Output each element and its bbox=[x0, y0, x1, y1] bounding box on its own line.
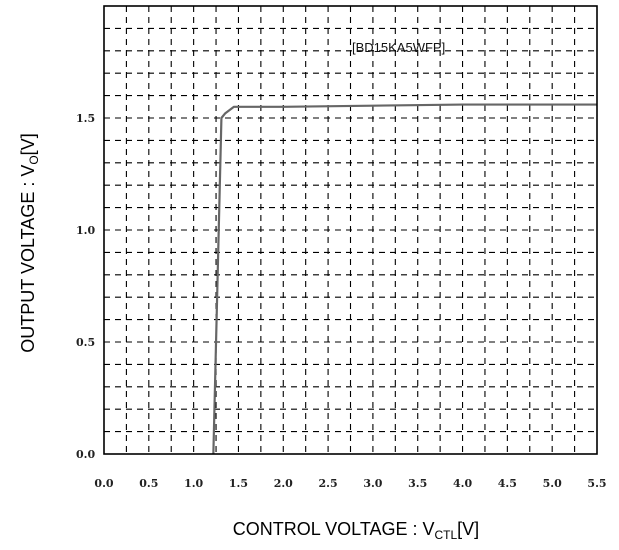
x-tick-label: 2.5 bbox=[319, 477, 338, 490]
x-tick-label: 4.5 bbox=[498, 477, 517, 490]
y-tick-label: 0.0 bbox=[76, 448, 95, 461]
x-tick-label: 5.0 bbox=[543, 477, 562, 490]
y-tick-label: 0.5 bbox=[76, 336, 95, 349]
plot-frame bbox=[103, 5, 598, 455]
y-axis-title-subscript: O bbox=[27, 155, 41, 164]
y-axis-title-unit: [V] bbox=[18, 133, 38, 155]
x-tick-label: 3.5 bbox=[408, 477, 427, 490]
x-tick-label: 4.0 bbox=[453, 477, 472, 490]
x-axis-title-unit: [V] bbox=[457, 519, 479, 539]
y-axis-title-main: OUTPUT VOLTAGE : V bbox=[18, 165, 38, 353]
series-layer bbox=[212, 103, 597, 455]
grid bbox=[104, 6, 597, 454]
x-tick-label: 5.5 bbox=[587, 477, 606, 490]
x-tick-label: 0.5 bbox=[139, 477, 158, 490]
y-tick-labels: 0.0 0.5 1.0 1.5 bbox=[76, 112, 95, 461]
x-axis-title-subscript: CTL bbox=[435, 528, 458, 542]
chart-annotation: [BD15KA5WFP] bbox=[352, 40, 445, 55]
x-tick-label: 2.0 bbox=[274, 477, 293, 490]
x-axis-title: CONTROL VOLTAGE : VCTL[V] bbox=[233, 519, 479, 542]
x-tick-label: 1.0 bbox=[184, 477, 203, 490]
x-tick-label: 0.0 bbox=[94, 477, 113, 490]
y-tick-label: 1.5 bbox=[76, 112, 95, 125]
x-tick-labels: 0.0 0.5 1.0 1.5 2.0 2.5 3.0 3.5 4.0 4.5 5.0 5.5 bbox=[94, 477, 606, 490]
y-axis-title: OUTPUT VOLTAGE : VO[V] bbox=[18, 133, 41, 352]
x-axis-title-main: CONTROL VOLTAGE : V bbox=[233, 519, 435, 539]
x-tick-label: 3.0 bbox=[363, 477, 382, 490]
x-tick-label: 1.5 bbox=[229, 477, 248, 490]
series-line bbox=[212, 103, 597, 455]
y-tick-label: 1.0 bbox=[76, 224, 95, 237]
